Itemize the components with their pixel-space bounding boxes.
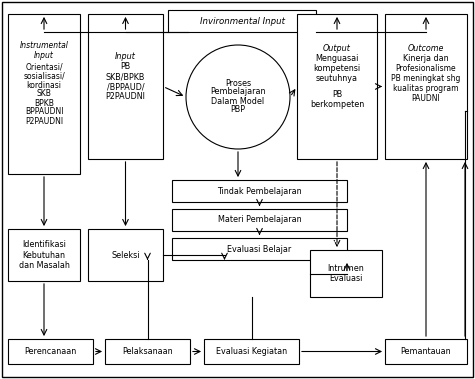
Bar: [172, 238, 347, 260]
Bar: [8, 339, 93, 364]
Text: Orientasi/: Orientasi/: [25, 63, 63, 72]
Text: P2PAUDNI: P2PAUDNI: [105, 92, 145, 101]
Text: Instrumental: Instrumental: [19, 41, 68, 50]
Bar: [385, 339, 467, 364]
Text: Seleksi: Seleksi: [111, 251, 140, 260]
Bar: [88, 229, 163, 281]
Bar: [310, 250, 382, 297]
Bar: [88, 14, 163, 159]
Text: Pembelajaran: Pembelajaran: [210, 88, 266, 97]
Text: Materi Pembelajaran: Materi Pembelajaran: [218, 216, 301, 224]
Text: Dalam Model: Dalam Model: [211, 97, 265, 105]
Text: PBP: PBP: [230, 105, 246, 114]
Circle shape: [186, 45, 290, 149]
Text: Invironmental Input: Invironmental Input: [200, 17, 285, 25]
Text: PB: PB: [332, 90, 342, 99]
Text: SKB/BPKB: SKB/BPKB: [106, 72, 145, 81]
Text: P2PAUDNI: P2PAUDNI: [25, 116, 63, 125]
Text: berkompeten: berkompeten: [310, 100, 364, 109]
Bar: [8, 229, 80, 281]
Text: BPPAUDNI: BPPAUDNI: [25, 108, 63, 116]
Bar: [297, 14, 377, 159]
Text: sosialisasi/: sosialisasi/: [23, 72, 65, 80]
Text: Intrumen
Evaluasi: Intrumen Evaluasi: [328, 264, 364, 283]
Text: Proses: Proses: [225, 78, 251, 88]
Text: Tindak Pembelajaran: Tindak Pembelajaran: [217, 186, 302, 196]
Text: kompetensi: kompetensi: [314, 64, 361, 73]
Text: PB meningkat shg: PB meningkat shg: [391, 74, 461, 83]
Text: kordinasi: kordinasi: [27, 80, 61, 89]
Text: Identifikasi
Kebutuhan
dan Masalah: Identifikasi Kebutuhan dan Masalah: [19, 240, 69, 270]
Text: Input: Input: [34, 52, 54, 61]
Bar: [8, 14, 80, 174]
Bar: [385, 14, 467, 159]
Text: Input: Input: [115, 52, 136, 61]
Text: BPKB: BPKB: [34, 99, 54, 108]
Text: /BPPAUD/: /BPPAUD/: [107, 82, 144, 91]
Text: Output: Output: [323, 44, 351, 53]
Bar: [172, 180, 347, 202]
Text: Pelaksanaan: Pelaksanaan: [122, 347, 173, 356]
Text: Menguasai: Menguasai: [315, 54, 359, 63]
Text: Evaluasi Belajar: Evaluasi Belajar: [228, 244, 292, 254]
Text: Evaluasi Kegiatan: Evaluasi Kegiatan: [216, 347, 287, 356]
Text: SKB: SKB: [37, 89, 51, 99]
Text: Perencanaan: Perencanaan: [24, 347, 76, 356]
Text: Profesionalisme: Profesionalisme: [396, 64, 456, 73]
Bar: [168, 10, 316, 32]
Bar: [172, 209, 347, 231]
Text: Pemantauan: Pemantauan: [401, 347, 451, 356]
Text: PB: PB: [120, 62, 131, 71]
Text: PAUDNI: PAUDNI: [412, 94, 440, 103]
Text: Kinerja dan: Kinerja dan: [403, 54, 449, 63]
Bar: [105, 339, 190, 364]
Bar: [204, 339, 299, 364]
Text: seutuhnya: seutuhnya: [316, 74, 358, 83]
Text: kualitas program: kualitas program: [393, 84, 459, 93]
Text: Outcome: Outcome: [408, 44, 444, 53]
